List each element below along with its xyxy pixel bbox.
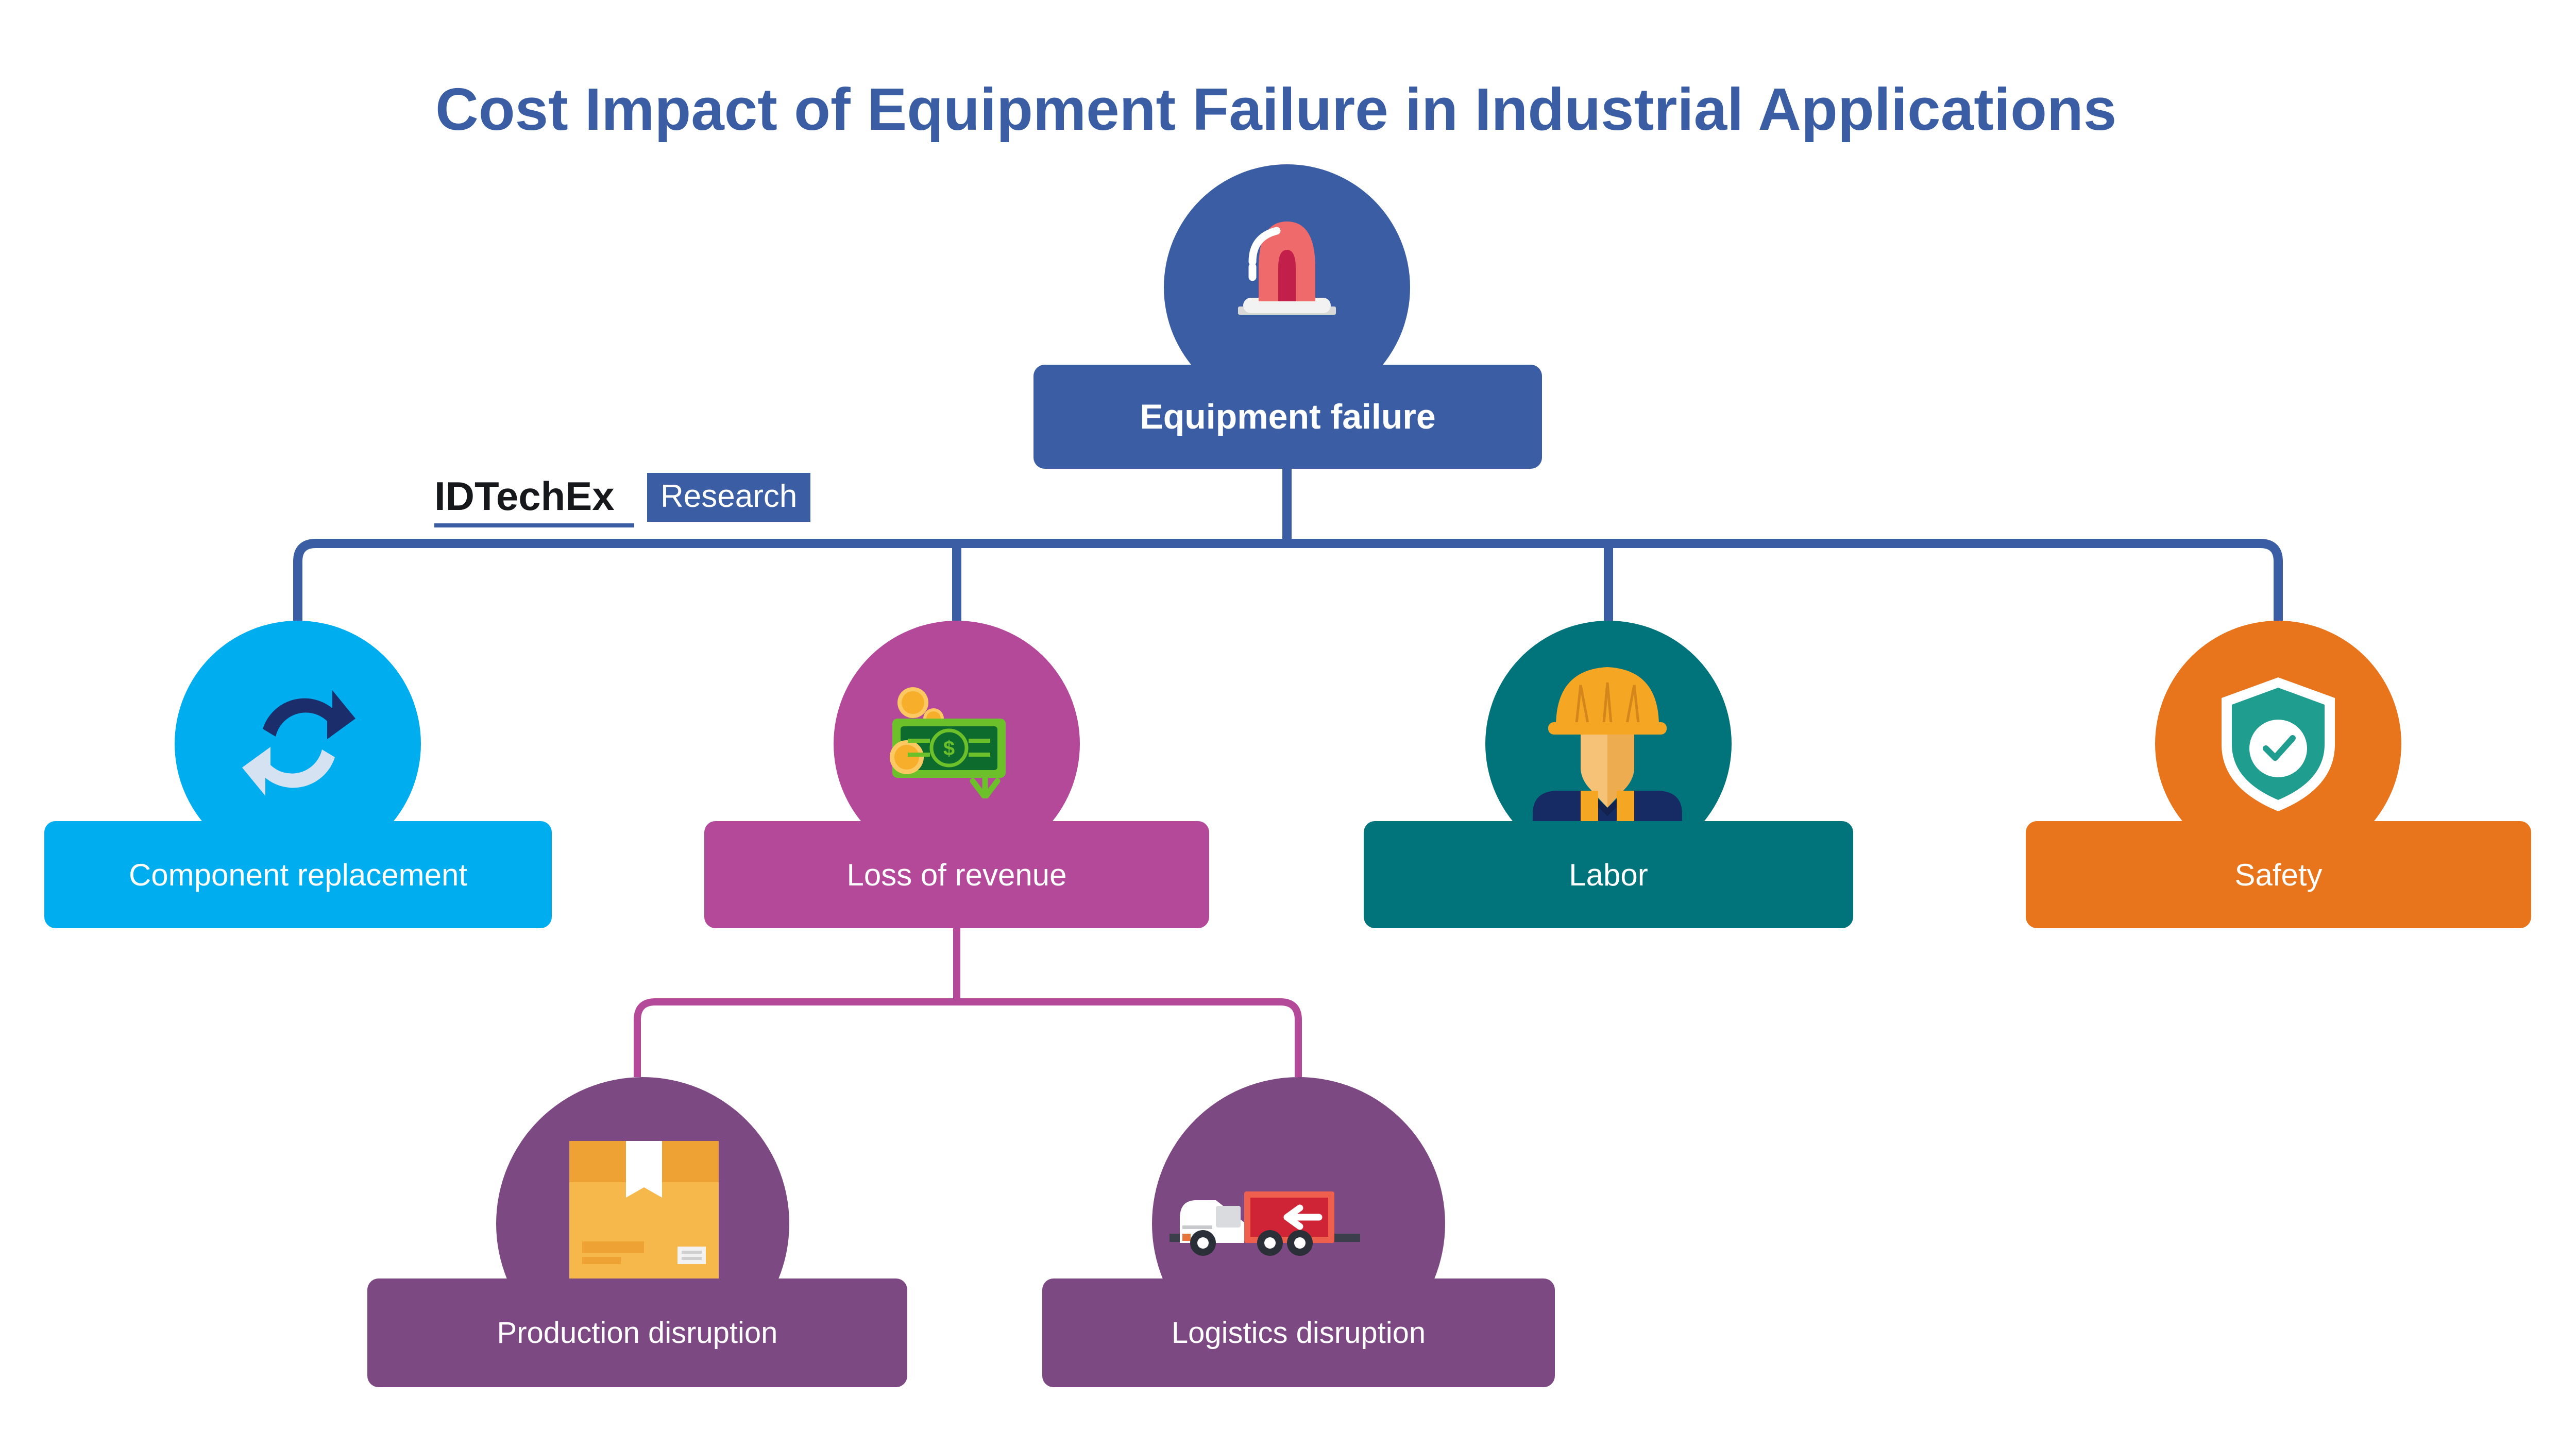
svg-text:$: $ [943,737,955,760]
